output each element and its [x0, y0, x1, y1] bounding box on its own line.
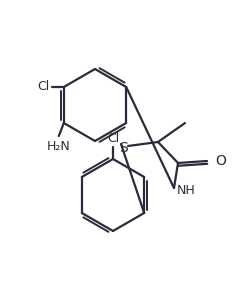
Text: S: S	[120, 141, 128, 155]
Text: O: O	[215, 154, 226, 168]
Text: Cl: Cl	[38, 81, 50, 94]
Text: Cl: Cl	[107, 132, 119, 145]
Text: H₂N: H₂N	[47, 140, 71, 153]
Text: NH: NH	[177, 184, 196, 197]
